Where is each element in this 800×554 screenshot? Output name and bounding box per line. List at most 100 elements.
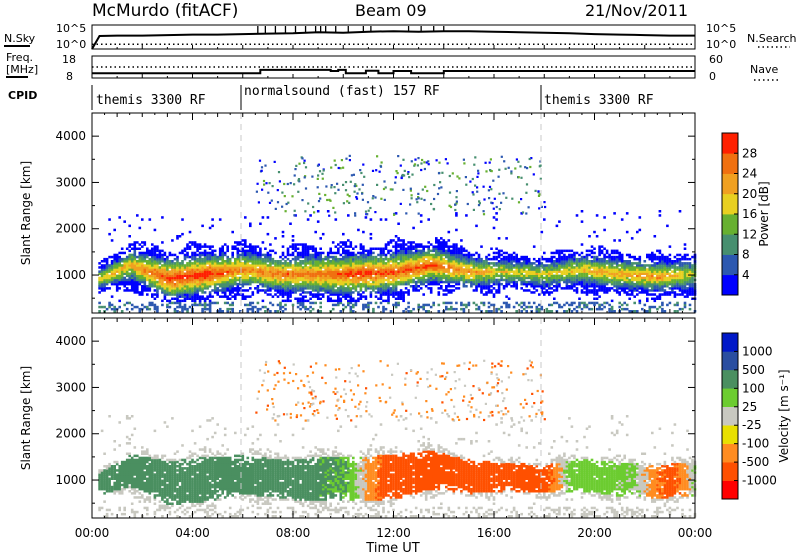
power-cell [286, 276, 290, 280]
power-cell [613, 282, 616, 286]
power-cell [226, 257, 229, 261]
power-cell [251, 268, 255, 271]
power-cell [512, 282, 516, 286]
power-cell [244, 245, 247, 248]
power-cell [208, 274, 212, 278]
power-cell [432, 303, 435, 307]
power-cell [490, 270, 493, 273]
power-cell [326, 276, 330, 280]
power-cell [550, 291, 554, 294]
power-cell [563, 264, 566, 267]
power-cell [409, 278, 413, 282]
power-cell [535, 266, 539, 269]
power-cell [326, 299, 330, 303]
power-cell [646, 285, 649, 288]
power-cell [188, 274, 192, 278]
power-cell [138, 260, 142, 263]
power-cell [628, 255, 631, 259]
power-cell [291, 278, 295, 282]
power-cell [188, 285, 192, 288]
power-cell [399, 264, 403, 267]
power-cell [379, 285, 383, 288]
power-cell [246, 303, 250, 307]
power-cell [128, 262, 131, 265]
power-cell [296, 285, 300, 288]
power-cell [625, 274, 629, 278]
power-cell [301, 270, 305, 273]
power-cell [324, 280, 327, 284]
power-cell [615, 255, 619, 259]
power-cell [419, 280, 423, 284]
power-cell [301, 278, 305, 282]
power-cell [163, 274, 167, 278]
power-cell [404, 307, 408, 311]
power-cell [590, 291, 594, 294]
power-cell [337, 260, 340, 263]
power-cell [417, 285, 420, 288]
power-cell [575, 214, 579, 217]
power-cell [515, 253, 518, 257]
power-cell [362, 251, 365, 255]
power-cell [161, 216, 164, 219]
power-cell [223, 278, 227, 282]
power-cell [186, 253, 189, 257]
power-cell [211, 280, 214, 284]
power-cell [256, 278, 260, 282]
power-cell [666, 270, 669, 273]
power-cell [138, 278, 142, 282]
power-cell [128, 249, 131, 253]
power-cell [465, 285, 468, 288]
power-cell [447, 307, 451, 311]
power-cell [563, 270, 566, 273]
power-cell [389, 255, 393, 259]
power-cell [339, 287, 343, 290]
power-cell [527, 270, 531, 273]
power-cell [392, 251, 395, 255]
power-cell [367, 285, 370, 288]
power-cell [236, 285, 240, 288]
power-cell [244, 253, 247, 257]
power-cell [161, 291, 164, 294]
power-cell [595, 285, 599, 288]
power-cell [261, 270, 265, 273]
power-cell [198, 257, 202, 261]
power-cell [216, 266, 219, 269]
power-cell [143, 278, 147, 282]
power-cell [447, 262, 451, 265]
power-cell [259, 257, 262, 261]
power-cell [417, 268, 420, 271]
power-cell [553, 278, 556, 282]
power-cell [432, 266, 435, 269]
power-cell [203, 245, 207, 248]
power-cell [578, 274, 581, 278]
power-cell [259, 266, 262, 269]
power-cell [580, 278, 584, 282]
power-cell [347, 272, 350, 275]
power-cell [304, 262, 307, 265]
power-cell [347, 255, 350, 259]
power-cell [216, 276, 219, 280]
power-cell [495, 247, 498, 250]
power-cell [658, 280, 662, 284]
power-cell [598, 245, 601, 248]
power-cell [414, 272, 418, 275]
power-cell [349, 260, 353, 263]
power-cell [495, 251, 498, 255]
power-cell [246, 270, 250, 273]
power-cell [394, 297, 398, 300]
power-cell [163, 266, 167, 269]
power-cell [352, 291, 355, 294]
power-cell [191, 257, 194, 261]
power-cell [284, 262, 287, 265]
power-cell [658, 264, 662, 267]
power-cell [389, 270, 393, 273]
power-cell [392, 270, 395, 273]
power-cell [264, 272, 267, 275]
power-cell [495, 212, 498, 215]
power-cell [331, 287, 335, 290]
power-cell [342, 243, 345, 246]
power-cell [339, 310, 343, 313]
power-cell [369, 264, 373, 267]
power-cell [133, 257, 137, 261]
power-cell [289, 295, 292, 298]
